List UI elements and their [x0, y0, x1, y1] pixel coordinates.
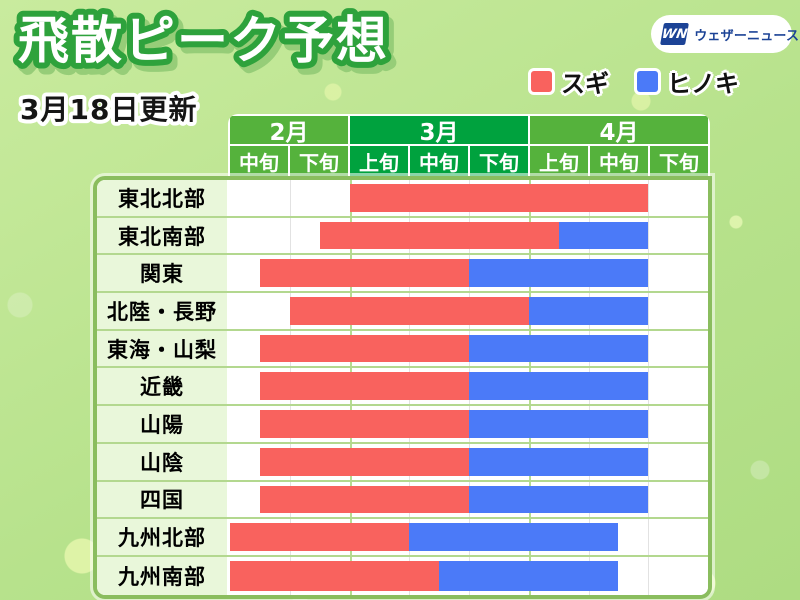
sugi-legend-label: スギ	[561, 70, 609, 98]
sugi-color-swatch	[531, 71, 552, 92]
region-label: 東北南部	[97, 217, 230, 254]
hinoki-bar	[469, 410, 649, 438]
table-row: 東北南部	[97, 217, 708, 256]
month-header-1: 2月	[230, 116, 348, 146]
month-header-2: 3月	[350, 116, 528, 146]
gridline	[289, 180, 291, 216]
period-header: 下旬	[470, 146, 528, 176]
weathernews-logo: WN ウェザーニュース	[651, 15, 799, 53]
update-date-text: 3月18日更新	[20, 93, 197, 126]
page-title-shadow-text: 飛散ピーク予想	[23, 18, 394, 77]
legend: スギ ヒノキ	[531, 64, 739, 99]
update-date: 3月18日更新	[16, 89, 200, 130]
region-label: 関東	[97, 255, 230, 292]
gridline	[648, 481, 650, 518]
row-timeline	[230, 368, 708, 405]
sugi-bar	[259, 372, 469, 401]
gridline	[648, 519, 650, 555]
hinoki-color-swatch	[637, 71, 658, 92]
weathernews-logo-text: ウェザーニュース	[694, 28, 800, 44]
row-timeline	[230, 293, 708, 329]
hinoki-legend-label: ヒノキ	[667, 70, 739, 98]
page-title: 飛散ピーク予想 飛散ピーク予想	[12, 6, 398, 82]
sugi-bar	[259, 485, 469, 514]
row-timeline	[230, 443, 708, 480]
region-label: 北陸・長野	[97, 293, 230, 329]
hinoki-bar	[469, 372, 649, 401]
period-header: 中旬	[590, 146, 648, 176]
table-row: 近畿	[97, 368, 708, 407]
table-row: 関東	[97, 255, 708, 294]
gridline	[648, 368, 650, 405]
hinoki-bar	[469, 259, 649, 288]
row-timeline	[230, 481, 708, 518]
table-row: 東海・山梨	[97, 330, 708, 369]
sugi-bar	[259, 334, 469, 363]
sugi-bar	[259, 447, 469, 476]
gridline	[648, 255, 650, 292]
period-header: 上旬	[530, 146, 588, 176]
gridline	[648, 443, 650, 480]
gridline	[648, 330, 650, 367]
sugi-bar	[319, 221, 559, 250]
hinoki-bar	[409, 523, 619, 551]
period-header: 上旬	[350, 146, 408, 176]
region-label: 東北北部	[97, 180, 230, 216]
sugi-bar	[230, 523, 410, 551]
region-label: 東海・山梨	[97, 330, 230, 367]
gridline	[289, 217, 291, 254]
gridline	[648, 406, 650, 442]
sugi-bar	[230, 560, 440, 591]
hinoki-bar	[469, 334, 649, 363]
row-timeline	[230, 217, 708, 254]
table-row: 九州北部	[97, 519, 708, 557]
hinoki-bar	[439, 560, 619, 591]
row-timeline	[230, 519, 708, 555]
gridline	[648, 293, 650, 329]
row-timeline	[230, 556, 708, 595]
hinoki-bar	[528, 297, 649, 325]
region-label: 九州北部	[97, 519, 230, 555]
wn-logo-icon: WN	[660, 23, 690, 45]
period-header: 下旬	[290, 146, 348, 176]
table-row: 北陸・長野	[97, 293, 708, 331]
sugi-bar	[259, 410, 469, 438]
hinoki-bar	[469, 447, 649, 476]
gridline	[648, 180, 650, 216]
sugi-bar	[349, 184, 649, 212]
row-timeline	[230, 180, 708, 216]
table-row: 四国	[97, 481, 708, 520]
table-row: 東北北部	[97, 180, 708, 218]
legend-item-sugi: スギ	[531, 64, 609, 99]
region-label: 四国	[97, 481, 230, 518]
calendar-header: 2月 3月 4月 中旬 下旬 上旬 中旬 下旬 上旬 中旬 下旬	[228, 114, 710, 176]
table-row: 山陰	[97, 443, 708, 482]
sugi-bar	[289, 297, 529, 325]
table-row: 山陽	[97, 406, 708, 444]
period-header: 中旬	[230, 146, 288, 176]
page-title-text: 飛散ピーク予想	[18, 12, 389, 71]
hinoki-bar	[469, 485, 649, 514]
period-header: 下旬	[650, 146, 708, 176]
gridline	[648, 217, 650, 254]
forecast-table: 東北北部 東北南部 関東 北陸・長野 東海・山梨 近畿 山陽 山陰 四国 九州北部 九州南部	[93, 176, 712, 599]
region-label: 山陰	[97, 443, 230, 480]
month-header-3: 4月	[530, 116, 708, 146]
gridline	[648, 556, 650, 595]
table-row: 九州南部	[97, 556, 708, 595]
legend-item-hinoki: ヒノキ	[637, 64, 739, 99]
sugi-bar	[259, 259, 469, 288]
region-label: 近畿	[97, 368, 230, 405]
region-label: 九州南部	[97, 556, 230, 595]
hinoki-bar	[558, 221, 649, 250]
row-timeline	[230, 255, 708, 292]
row-timeline	[230, 330, 708, 367]
period-header: 中旬	[410, 146, 468, 176]
region-label: 山陽	[97, 406, 230, 442]
row-timeline	[230, 406, 708, 442]
